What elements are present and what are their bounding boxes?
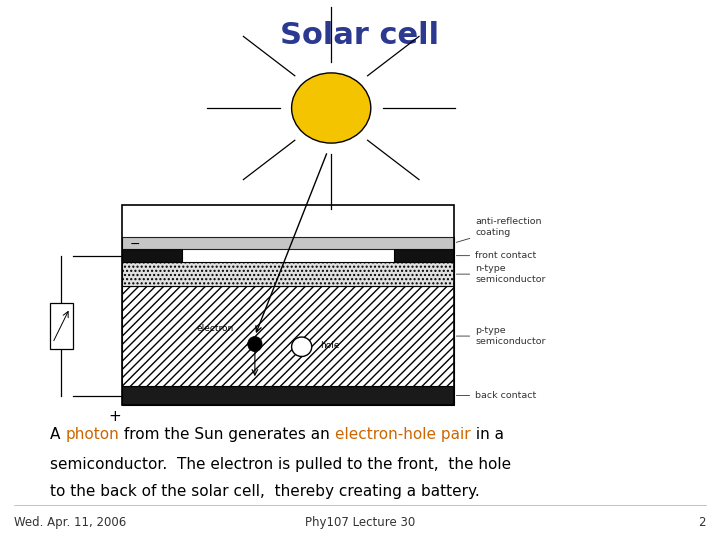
Text: anti-reflection
coating: anti-reflection coating xyxy=(456,217,541,242)
Bar xyxy=(50,302,73,348)
Text: A: A xyxy=(50,427,66,442)
Text: Solar cell: Solar cell xyxy=(280,21,440,50)
Text: Phy107 Lecture 30: Phy107 Lecture 30 xyxy=(305,516,415,529)
Text: to the back of the solar cell,  thereby creating a battery.: to the back of the solar cell, thereby c… xyxy=(50,484,480,499)
Bar xyxy=(122,286,454,386)
Bar xyxy=(122,205,454,405)
Text: semiconductor.  The electron is pulled to the front,  the hole: semiconductor. The electron is pulled to… xyxy=(50,457,511,472)
Text: front contact: front contact xyxy=(456,251,536,260)
Text: electron-hole pair: electron-hole pair xyxy=(335,427,471,442)
Bar xyxy=(122,262,454,286)
Ellipse shape xyxy=(292,337,312,356)
Text: electron: electron xyxy=(196,324,233,333)
Bar xyxy=(122,386,454,405)
Text: n-type
semiconductor: n-type semiconductor xyxy=(456,265,546,284)
Text: 2: 2 xyxy=(698,516,706,529)
Text: Wed. Apr. 11, 2006: Wed. Apr. 11, 2006 xyxy=(14,516,127,529)
Bar xyxy=(394,249,454,262)
Ellipse shape xyxy=(248,336,262,352)
Text: photon: photon xyxy=(66,427,120,442)
Text: in a: in a xyxy=(471,427,504,442)
Text: hole: hole xyxy=(320,341,339,350)
Ellipse shape xyxy=(292,73,371,143)
Text: +: + xyxy=(109,409,122,423)
Text: p-type
semiconductor: p-type semiconductor xyxy=(456,326,546,346)
Text: −: − xyxy=(130,238,140,251)
Bar xyxy=(122,249,182,262)
Text: from the Sun generates an: from the Sun generates an xyxy=(120,427,335,442)
Text: back contact: back contact xyxy=(456,391,536,400)
Bar xyxy=(122,237,454,249)
